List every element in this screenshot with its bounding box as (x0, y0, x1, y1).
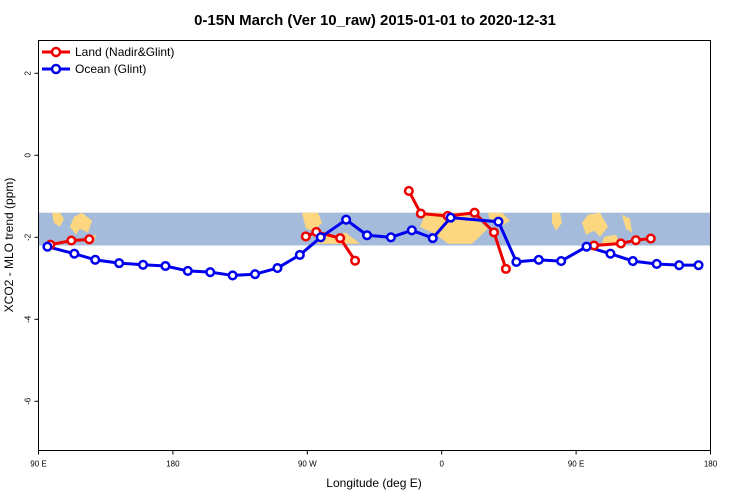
ocean-data-point (137, 259, 149, 270)
x-tick-label: 90 W (298, 460, 317, 469)
land-mass (552, 212, 562, 231)
ocean-data-point (627, 256, 638, 267)
y-tick-label: -4 (24, 315, 33, 323)
x-axis-label: Longitude (deg E) (326, 476, 421, 490)
ocean-data-point (385, 232, 396, 243)
x-tick-label: 90 E (568, 460, 584, 469)
ocean-data-point (693, 260, 704, 271)
land-data-point (615, 238, 626, 249)
land-mass (602, 234, 620, 244)
ocean-data-point (182, 265, 193, 276)
y-tick-label: 0 (24, 153, 33, 158)
y-tick-label: -2 (24, 233, 33, 241)
ocean-data-point (69, 248, 80, 259)
land-series-line (593, 237, 651, 247)
y-axis-label: XCO2 - MLO trend (ppm) (2, 178, 16, 313)
land-series-line (305, 230, 357, 262)
ocean-data-point (556, 256, 567, 267)
ocean-data-point (294, 249, 305, 260)
ocean-data-point (272, 263, 283, 274)
land-data-point (335, 233, 346, 244)
ocean-data-point (160, 260, 171, 272)
land-mass (582, 212, 608, 237)
land-data-point (66, 235, 77, 246)
legend-ocean-label: Ocean (Glint) (75, 62, 146, 76)
land-mass (302, 212, 322, 231)
land-data-point (469, 207, 480, 218)
x-tick-label: 0 (439, 460, 444, 469)
ocean-data-point (90, 254, 101, 265)
land-data-point (488, 227, 500, 238)
world-map-band (38, 212, 711, 246)
ocean-data-point (341, 214, 352, 225)
ocean-data-point (315, 232, 326, 243)
land-mass (622, 214, 632, 233)
y-tick-label: -6 (24, 397, 33, 405)
ocean-data-point (361, 230, 373, 241)
ocean-data-point (674, 260, 685, 271)
land-data-point (630, 235, 641, 246)
ocean-data-point (42, 241, 53, 252)
ocean-data-point (427, 233, 438, 244)
ocean-data-point (249, 269, 261, 280)
land-data-point (84, 234, 95, 245)
x-tick-label: 90 E (30, 460, 46, 469)
ocean-data-point (651, 258, 662, 270)
land-data-point (500, 263, 511, 274)
ocean-data-point (114, 258, 125, 269)
land-data-point (300, 231, 311, 242)
y-tick-label: 2 (24, 71, 33, 76)
land-data-point (645, 233, 656, 244)
x-tick-label: 180 (704, 460, 718, 469)
ocean-data-point (581, 241, 592, 252)
ocean-data-point (533, 254, 544, 265)
ocean-data-point (205, 267, 216, 278)
land-data-point (350, 255, 361, 266)
land-data-point (403, 185, 414, 197)
ocean-data-point (511, 256, 522, 267)
land-data-point (415, 208, 426, 219)
x-axis: 90 E 180 90 W 0 90 E 180 (30, 450, 718, 469)
legend-land-marker (50, 46, 62, 58)
legend-land-label: Land (Nadir&Glint) (75, 45, 174, 59)
ocean-data-point (445, 212, 456, 223)
ocean-data-point (605, 248, 616, 259)
plot-frame (38, 40, 711, 451)
chart-title: 0-15N March (Ver 10_raw) 2015-01-01 to 2… (194, 12, 556, 29)
x-tick-label: 180 (166, 460, 180, 469)
series-layer (42, 185, 704, 281)
y-axis: 2 0 -2 -4 -6 (24, 71, 39, 405)
legend-ocean-marker (50, 63, 62, 75)
ocean-data-point (227, 270, 238, 281)
ocean-data-point (493, 216, 504, 227)
legend: Land (Nadir&Glint) Ocean (Glint) (42, 45, 174, 76)
ocean-data-point (406, 225, 417, 236)
land-mass (52, 212, 64, 227)
land-mass (70, 212, 92, 235)
